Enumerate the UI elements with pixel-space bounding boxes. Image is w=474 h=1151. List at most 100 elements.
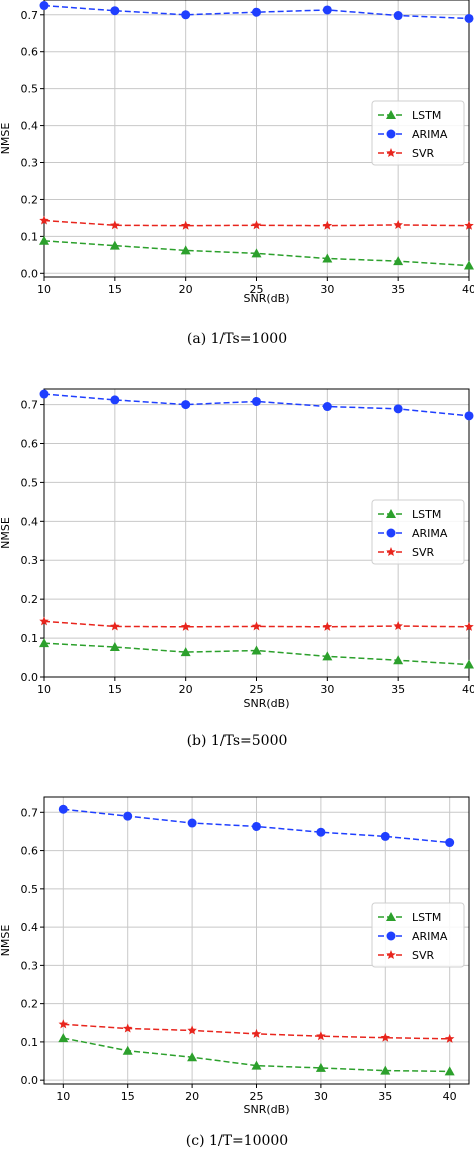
figure-caption: (c) 1/T=10000	[186, 1133, 288, 1149]
legend-label-arima: ARIMA	[412, 527, 448, 540]
legend: LSTM ARIMA SVR	[371, 902, 465, 968]
x-tick-label: 20	[179, 283, 193, 296]
data-point-svr	[39, 215, 49, 225]
y-tick-label: 0.7	[21, 399, 39, 412]
x-tick-label: 30	[314, 1090, 328, 1103]
series-svr	[39, 215, 474, 230]
legend-marker-arima	[386, 931, 396, 941]
series-lstm	[58, 1033, 455, 1076]
series-lstm	[39, 638, 474, 669]
data-point-arima	[181, 10, 191, 20]
x-tick-label: 25	[250, 683, 264, 696]
y-tick-label: 0.1	[21, 1036, 39, 1049]
x-tick-label: 20	[185, 1090, 199, 1103]
data-point-svr	[322, 220, 333, 230]
data-point-svr	[444, 1033, 455, 1043]
y-tick-label: 0.7	[21, 9, 39, 22]
series-svr	[58, 1019, 455, 1043]
y-tick-label: 0.5	[21, 883, 39, 896]
x-tick-label: 30	[320, 283, 334, 296]
legend-box	[371, 100, 465, 166]
x-tick-label: 15	[121, 1090, 135, 1103]
y-axis-label: NMSE	[0, 925, 12, 957]
legend-label-lstm: LSTM	[412, 109, 441, 122]
y-tick-label: 0.1	[21, 230, 39, 243]
data-point-svr	[110, 621, 120, 631]
x-tick-label: 25	[250, 1090, 264, 1103]
x-tick-label: 35	[391, 283, 405, 296]
legend-marker-svr	[386, 148, 396, 158]
data-point-lstm	[251, 1060, 262, 1070]
data-point-svr	[316, 1031, 326, 1041]
series-svr	[39, 616, 474, 631]
y-tick-label: 0.1	[21, 632, 39, 645]
legend-label-lstm: LSTM	[412, 508, 441, 521]
data-point-arima	[393, 11, 403, 21]
legend-box	[371, 499, 465, 565]
data-point-lstm	[251, 645, 262, 655]
data-point-lstm	[187, 1052, 198, 1062]
data-point-lstm	[464, 260, 474, 270]
data-point-svr	[251, 1028, 262, 1038]
data-point-lstm	[39, 235, 49, 245]
data-point-lstm	[251, 248, 262, 258]
data-point-lstm	[39, 638, 49, 648]
chart-panel-a: 10 15 20 25 30 35 40 0.0 0.1 0.2 0.3 0.4 0.5 0.6 0.7 SN…	[0, 0, 474, 347]
data-point-svr	[180, 621, 191, 631]
legend-label-svr: SVR	[412, 949, 435, 962]
x-axis-label: SNR(dB)	[244, 1103, 290, 1116]
y-axis-label: NMSE	[0, 517, 12, 549]
data-point-arima	[316, 827, 326, 837]
y-tick-label: 0.4	[21, 515, 39, 528]
data-point-arima	[464, 13, 474, 23]
figure-caption: (b) 1/Ts=5000	[187, 733, 288, 749]
y-tick-label: 0.5	[21, 476, 39, 489]
data-point-svr	[464, 220, 474, 230]
x-tick-label: 15	[108, 283, 122, 296]
data-point-arima	[380, 831, 390, 841]
legend-label-lstm: LSTM	[412, 911, 441, 924]
figure-caption: (a) 1/Ts=1000	[187, 331, 287, 347]
data-point-svr	[322, 621, 333, 631]
y-tick-label: 0.6	[21, 46, 39, 59]
data-point-arima	[393, 404, 403, 414]
legend-label-arima: ARIMA	[412, 930, 448, 943]
data-point-svr	[251, 621, 262, 631]
legend-label-arima: ARIMA	[412, 128, 448, 141]
data-point-arima	[252, 821, 261, 831]
y-tick-label: 0.2	[21, 193, 39, 206]
data-point-svr	[58, 1019, 69, 1029]
data-point-svr	[110, 220, 120, 230]
legend-box	[371, 902, 465, 968]
data-point-arima	[39, 1, 49, 11]
data-point-arima	[39, 389, 49, 399]
series-lstm	[39, 235, 474, 270]
legend-marker-lstm	[386, 912, 396, 921]
series-arima	[39, 1, 474, 23]
y-tick-label: 0.3	[21, 554, 39, 567]
y-tick-label: 0.4	[21, 921, 39, 934]
data-point-arima	[252, 7, 261, 17]
data-point-arima	[187, 818, 197, 828]
data-point-arima	[58, 804, 68, 814]
x-tick-label: 10	[37, 283, 51, 296]
legend-marker-arima	[386, 129, 396, 139]
legend-label-svr: SVR	[412, 147, 435, 160]
data-point-svr	[380, 1032, 391, 1042]
data-point-arima	[110, 6, 120, 16]
data-point-svr	[187, 1025, 197, 1035]
data-point-lstm	[322, 253, 333, 263]
x-axis-label: SNR(dB)	[244, 697, 290, 710]
data-point-lstm	[122, 1045, 133, 1055]
x-tick-label: 35	[378, 1090, 392, 1103]
legend: LSTM ARIMA SVR	[371, 100, 465, 166]
x-tick-label: 30	[320, 683, 334, 696]
x-tick-label: 35	[391, 683, 405, 696]
x-tick-label: 20	[179, 683, 193, 696]
y-tick-label: 0.2	[21, 998, 39, 1011]
y-tick-label: 0.0	[21, 1074, 39, 1087]
y-tick-label: 0.6	[21, 845, 39, 858]
legend-marker-svr	[386, 950, 396, 960]
data-point-lstm	[58, 1033, 69, 1043]
data-point-lstm	[444, 1066, 455, 1076]
